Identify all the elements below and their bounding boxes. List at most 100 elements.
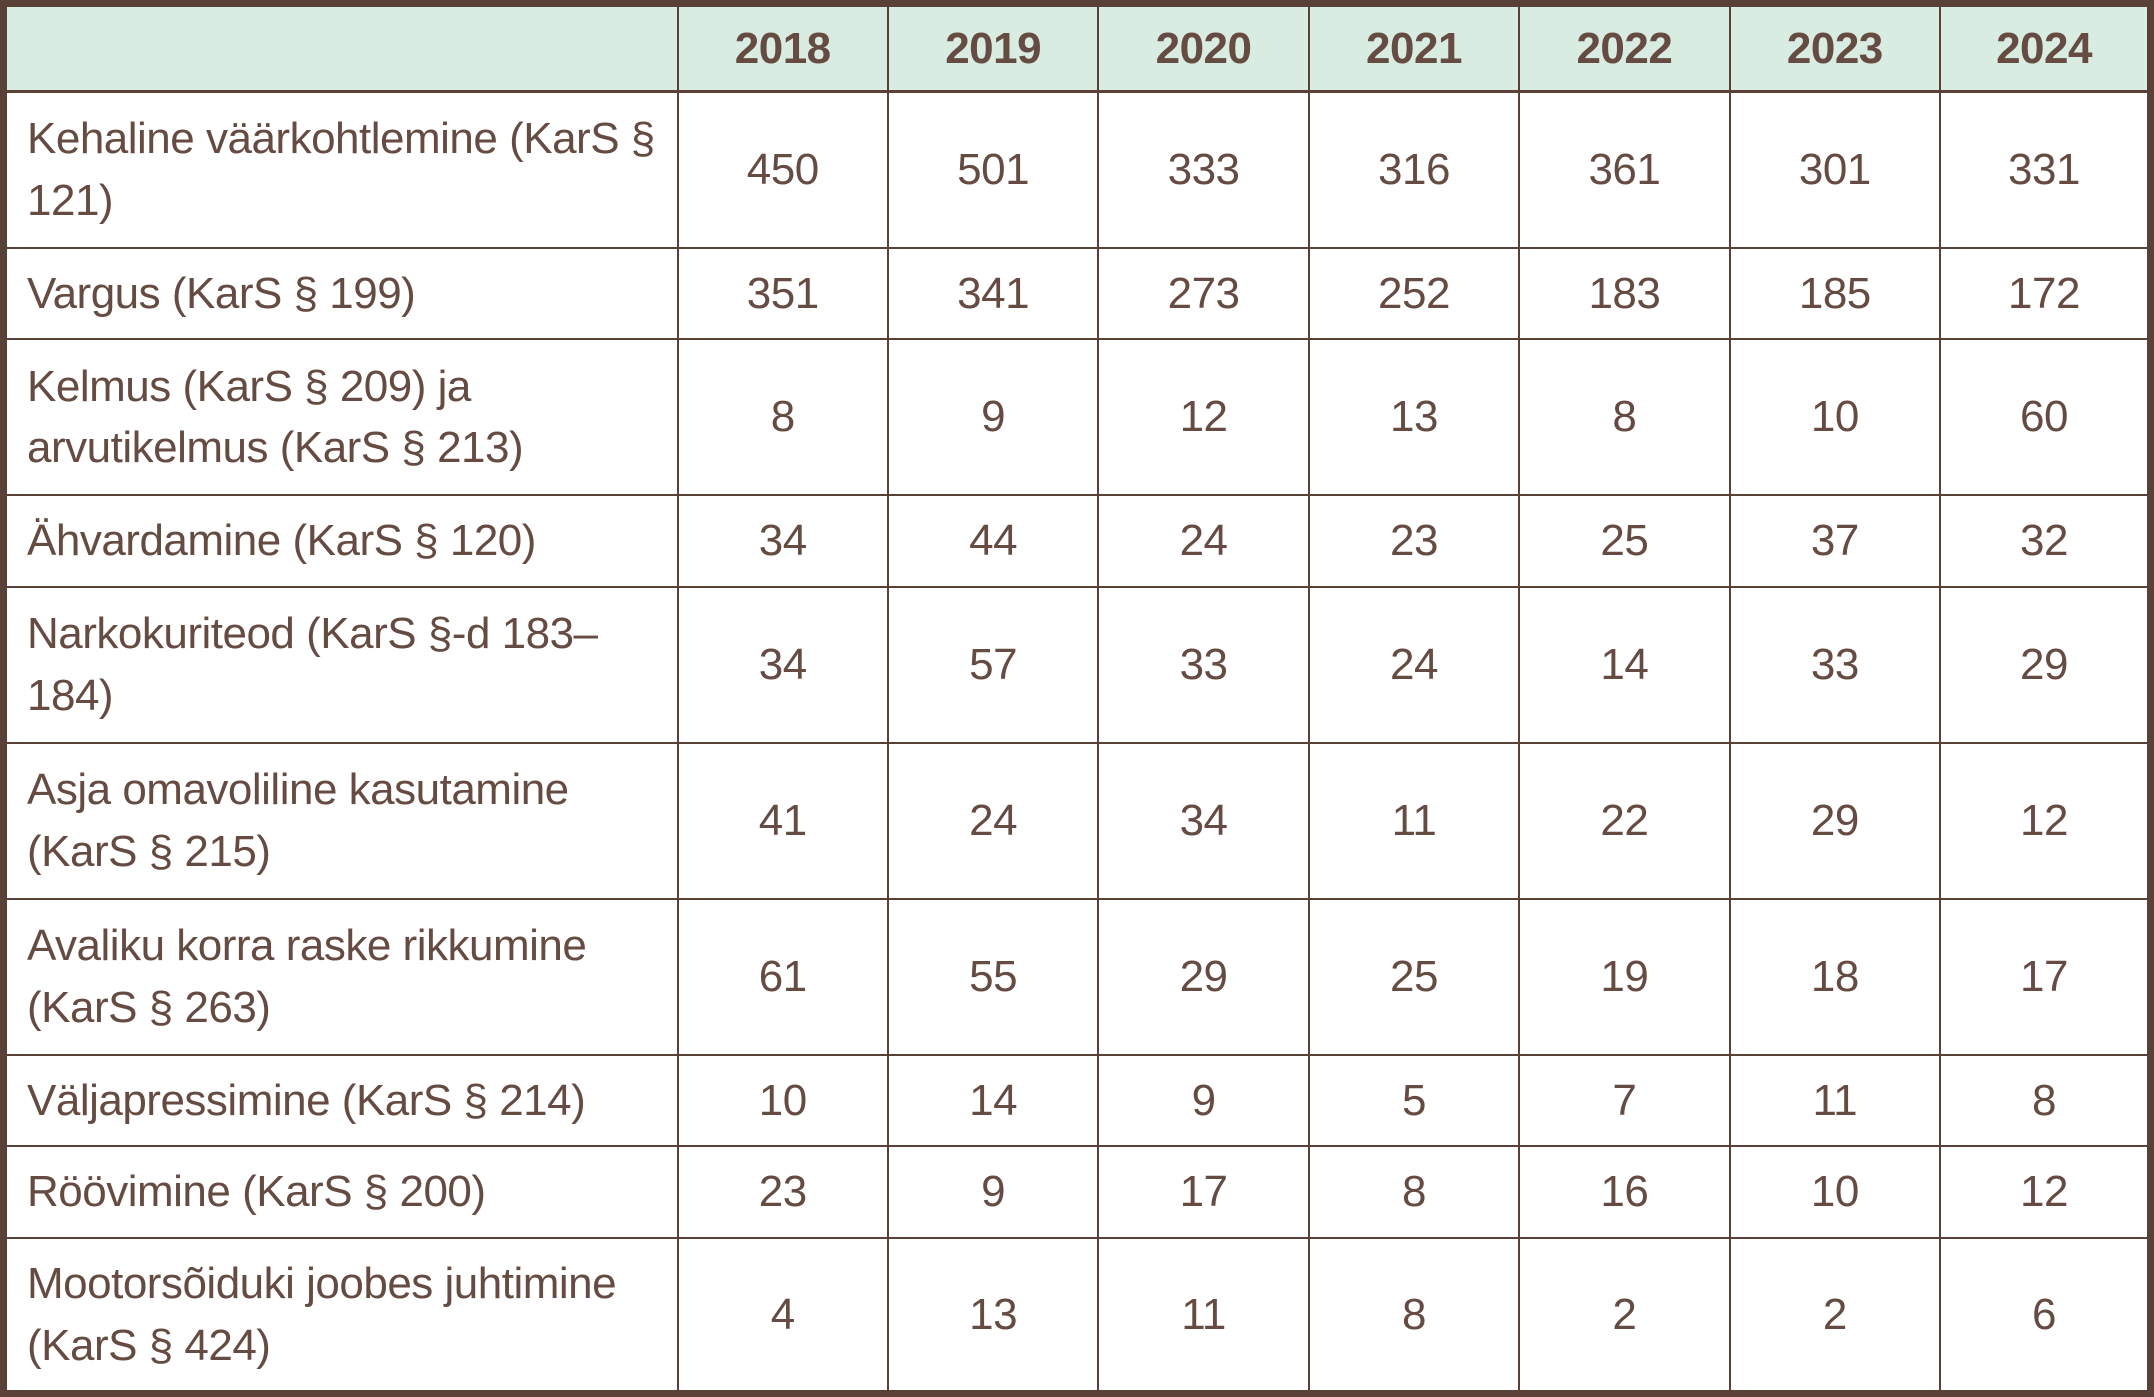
- table-row: Kehaline väärkohtlemine (KarS § 121) 450 5…: [2, 90, 2152, 249]
- cell-value: 8: [1307, 1236, 1521, 1395]
- cell-value: 23: [676, 1145, 889, 1239]
- cell-value: 14: [886, 1053, 1100, 1148]
- cell-value: 4: [676, 1236, 889, 1395]
- cell-value: 33: [1097, 585, 1310, 744]
- row-label: Mootorsõiduki joobes juhtimine (KarS § 4…: [2, 1236, 679, 1395]
- column-header-2023: 2023: [1728, 2, 1942, 93]
- cell-value: 29: [1939, 585, 2152, 744]
- cell-value: 13: [886, 1236, 1100, 1395]
- cell-value: 55: [886, 897, 1100, 1056]
- cell-value: 183: [1518, 246, 1731, 341]
- column-header-2022: 2022: [1518, 2, 1731, 93]
- cell-value: 450: [676, 90, 889, 249]
- row-label: Vargus (KarS § 199): [2, 246, 679, 341]
- cell-value: 18: [1728, 897, 1942, 1056]
- cell-value: 2: [1518, 1236, 1731, 1395]
- cell-value: 2: [1728, 1236, 1942, 1395]
- cell-value: 10: [1728, 1145, 1942, 1239]
- cell-value: 34: [676, 494, 889, 588]
- cell-value: 25: [1307, 897, 1521, 1056]
- cell-value: 9: [886, 1145, 1100, 1239]
- column-header-empty: [2, 2, 679, 93]
- cell-value: 185: [1728, 246, 1942, 341]
- cell-value: 11: [1728, 1053, 1942, 1148]
- cell-value: 5: [1307, 1053, 1521, 1148]
- cell-value: 172: [1939, 246, 2152, 341]
- cell-value: 60: [1939, 338, 2152, 497]
- header-row: 2018 2019 2020 2021 2022 2023 2024: [2, 2, 2152, 93]
- cell-value: 22: [1518, 741, 1731, 900]
- cell-value: 44: [886, 494, 1100, 588]
- row-label: Väljapressimine (KarS § 214): [2, 1053, 679, 1148]
- column-header-2020: 2020: [1097, 2, 1310, 93]
- cell-value: 41: [676, 741, 889, 900]
- cell-value: 25: [1518, 494, 1731, 588]
- cell-value: 11: [1307, 741, 1521, 900]
- cell-value: 8: [1518, 338, 1731, 497]
- cell-value: 252: [1307, 246, 1521, 341]
- cell-value: 501: [886, 90, 1100, 249]
- table-row: Avaliku korra raske rikkumine (KarS § 26…: [2, 897, 2152, 1056]
- cell-value: 29: [1728, 741, 1942, 900]
- cell-value: 8: [1939, 1053, 2152, 1148]
- cell-value: 29: [1097, 897, 1310, 1056]
- cell-value: 9: [886, 338, 1100, 497]
- row-label: Röövimine (KarS § 200): [2, 1145, 679, 1239]
- cell-value: 34: [676, 585, 889, 744]
- table-row: Narkokuriteod (KarS §-d 183–184) 34 57 33 24…: [2, 585, 2152, 744]
- cell-value: 17: [1939, 897, 2152, 1056]
- cell-value: 37: [1728, 494, 1942, 588]
- cell-value: 10: [676, 1053, 889, 1148]
- cell-value: 331: [1939, 90, 2152, 249]
- row-label: Kehaline väärkohtlemine (KarS § 121): [2, 90, 679, 249]
- cell-value: 316: [1307, 90, 1521, 249]
- cell-value: 8: [1307, 1145, 1521, 1239]
- table-row: Väljapressimine (KarS § 214) 10 14 9 5 7 11 8: [2, 1053, 2152, 1148]
- cell-value: 32: [1939, 494, 2152, 588]
- table-row: Asja omavoliline kasutamine (KarS § 215)…: [2, 741, 2152, 900]
- cell-value: 17: [1097, 1145, 1310, 1239]
- column-header-2024: 2024: [1939, 2, 2152, 93]
- cell-value: 351: [676, 246, 889, 341]
- cell-value: 12: [1939, 1145, 2152, 1239]
- cell-value: 341: [886, 246, 1100, 341]
- table-row: Mootorsõiduki joobes juhtimine (KarS § 4…: [2, 1236, 2152, 1395]
- row-label: Kelmus (KarS § 209) ja arvutikelmus (Kar…: [2, 338, 679, 497]
- table-row: Vargus (KarS § 199) 351 341 273 252 183 185 172: [2, 246, 2152, 341]
- row-label: Asja omavoliline kasutamine (KarS § 215): [2, 741, 679, 900]
- cell-value: 12: [1097, 338, 1310, 497]
- cell-value: 33: [1728, 585, 1942, 744]
- column-header-2019: 2019: [886, 2, 1100, 93]
- cell-value: 333: [1097, 90, 1310, 249]
- cell-value: 361: [1518, 90, 1731, 249]
- cell-value: 61: [676, 897, 889, 1056]
- cell-value: 24: [1307, 585, 1521, 744]
- row-label: Avaliku korra raske rikkumine (KarS § 26…: [2, 897, 679, 1056]
- column-header-2021: 2021: [1307, 2, 1521, 93]
- cell-value: 301: [1728, 90, 1942, 249]
- cell-value: 24: [886, 741, 1100, 900]
- cell-value: 34: [1097, 741, 1310, 900]
- cell-value: 19: [1518, 897, 1731, 1056]
- cell-value: 10: [1728, 338, 1942, 497]
- cell-value: 13: [1307, 338, 1521, 497]
- cell-value: 24: [1097, 494, 1310, 588]
- cell-value: 16: [1518, 1145, 1731, 1239]
- cell-value: 8: [676, 338, 889, 497]
- cell-value: 12: [1939, 741, 2152, 900]
- cell-value: 9: [1097, 1053, 1310, 1148]
- cell-value: 23: [1307, 494, 1521, 588]
- cell-value: 11: [1097, 1236, 1310, 1395]
- cell-value: 7: [1518, 1053, 1731, 1148]
- cell-value: 6: [1939, 1236, 2152, 1395]
- cell-value: 14: [1518, 585, 1731, 744]
- table-row: Kelmus (KarS § 209) ja arvutikelmus (Kar…: [2, 338, 2152, 497]
- cell-value: 57: [886, 585, 1100, 744]
- row-label: Ähvardamine (KarS § 120): [2, 494, 679, 588]
- column-header-2018: 2018: [676, 2, 889, 93]
- table-row: Ähvardamine (KarS § 120) 34 44 24 23 25 37 32: [2, 494, 2152, 588]
- table-row: Röövimine (KarS § 200) 23 9 17 8 16 10 12: [2, 1145, 2152, 1239]
- table-body: Kehaline väärkohtlemine (KarS § 121) 450 5…: [2, 90, 2152, 1395]
- cell-value: 273: [1097, 246, 1310, 341]
